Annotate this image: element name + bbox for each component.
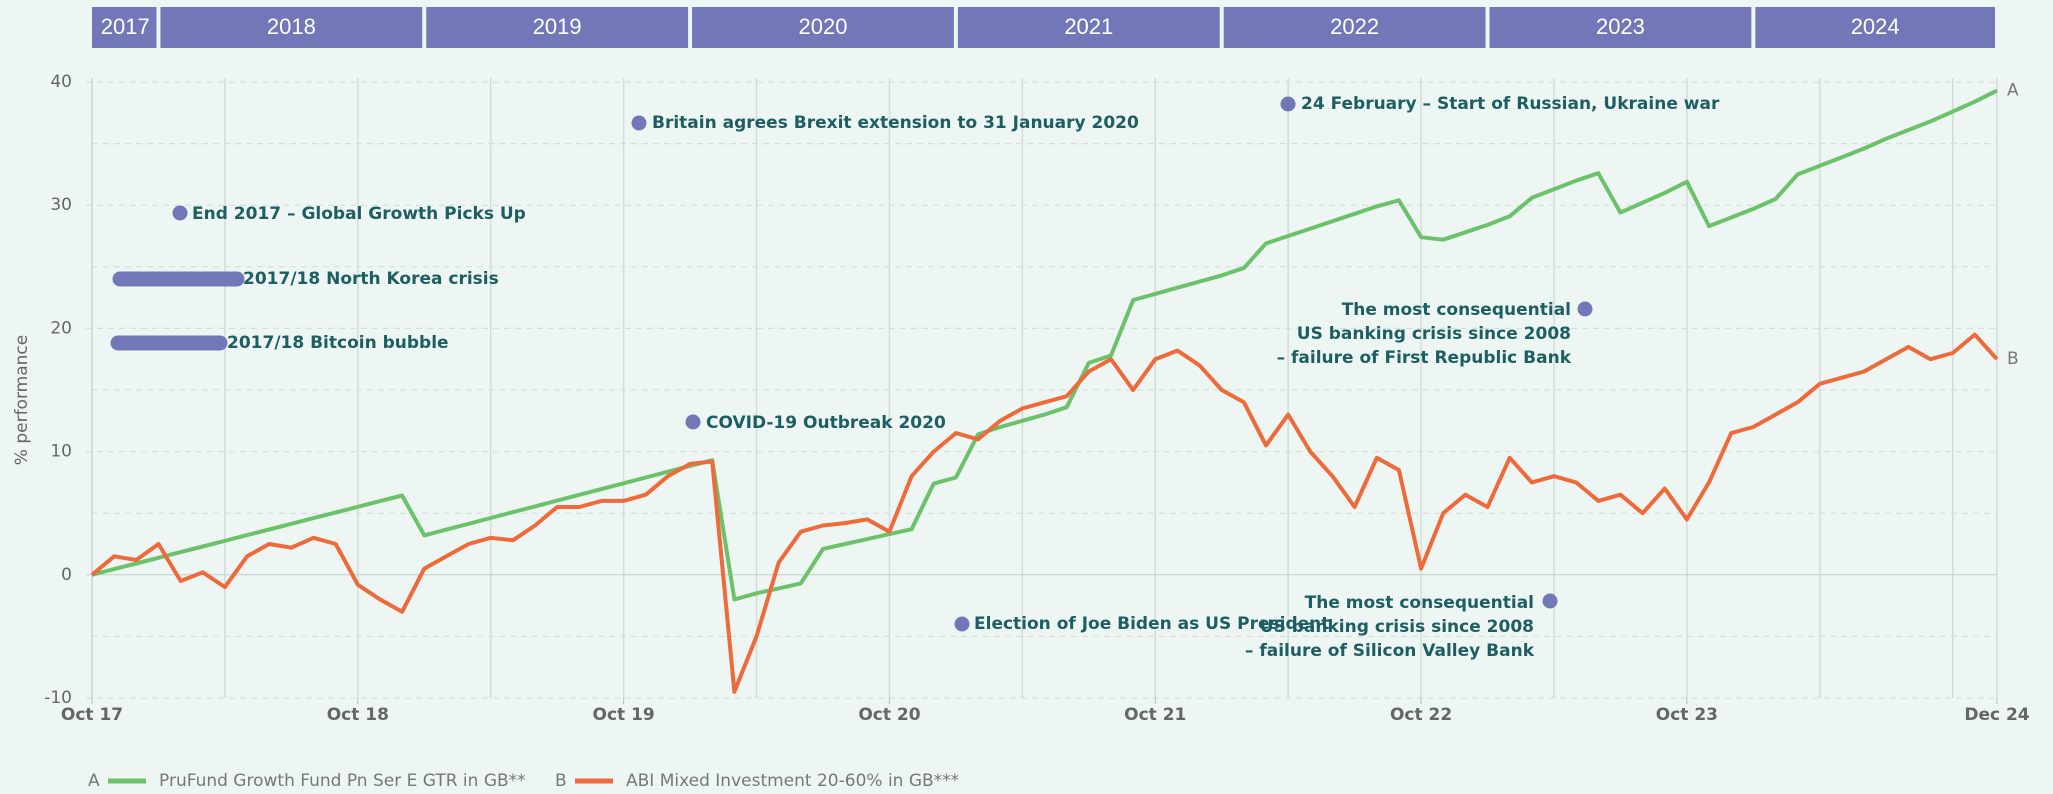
annotation-text: Election of Joe Biden as US President [974,614,1329,634]
year-band [957,7,1220,48]
year-label: 2019 [533,14,582,39]
y-tick-label: 40 [50,72,72,92]
annotation-text: The most consequential [1305,593,1534,613]
annotation-text: 24 February – Start of Russian, Ukraine … [1301,94,1720,114]
year-band [1489,7,1752,48]
annotation-text: US banking crisis since 2008 [1260,617,1534,637]
annotation-dot [954,616,970,632]
annotation-text: End 2017 – Global Growth Picks Up [192,204,526,224]
series-end-label: B [2007,349,2019,369]
annotation-text: – failure of First Republic Bank [1277,348,1572,368]
annotation-dot [1280,96,1296,112]
legend-label: ABI Mixed Investment 20-60% in GB*** [626,771,959,791]
series-line [90,332,1999,694]
year-band [692,7,954,48]
annotation-dot [1577,301,1593,317]
y-tick-label: 30 [50,195,72,215]
annotation-text: 2017/18 Bitcoin bubble [227,333,449,353]
annotation-dot [631,115,647,131]
annotation-dot [172,205,188,221]
x-tick-label: Dec 24 [1964,705,2029,725]
annotation-dot [1542,593,1558,609]
annotation-text: – failure of Silicon Valley Bank [1245,641,1535,661]
x-tick-label: Oct 23 [1656,705,1718,725]
year-band [92,7,157,48]
year-label: 2023 [1596,14,1645,39]
year-band [160,7,423,48]
x-tick-label: Oct 21 [1124,705,1186,725]
year-label: 2018 [267,14,316,39]
x-tick-label: Oct 17 [61,705,123,725]
year-label: 2024 [1851,14,1900,39]
x-tick-label: Oct 19 [593,705,655,725]
year-label: 2020 [799,14,848,39]
annotation-text: 2017/18 North Korea crisis [243,269,499,289]
x-tick-label: Oct 18 [327,705,389,725]
y-tick-label: 20 [50,318,72,338]
series-end-label: A [2007,81,2019,101]
year-label: 2017 [101,14,150,39]
annotation-text: Britain agrees Brexit extension to 31 Ja… [652,113,1139,133]
legend-label: PruFund Growth Fund Pn Ser E GTR in GB** [159,771,526,791]
legend-key: B [555,771,567,791]
x-tick-label: Oct 20 [858,705,920,725]
year-label: 2021 [1064,14,1113,39]
legend-key: A [88,771,100,791]
y-tick-label: 0 [61,565,72,585]
y-tick-label: 10 [50,442,72,462]
year-band [1755,7,1995,48]
year-label: 2022 [1330,14,1379,39]
annotation-text: US banking crisis since 2008 [1297,324,1571,344]
x-tick-label: Oct 22 [1390,705,1452,725]
annotation-dot [685,414,701,430]
y-axis-label: % performance [12,335,32,465]
series-line [91,88,1998,602]
annotation-text: The most consequential [1342,300,1571,320]
year-band [426,7,689,48]
annotation-text: COVID-19 Outbreak 2020 [706,413,946,433]
year-band [1223,7,1486,48]
y-tick-label: -10 [44,688,72,708]
